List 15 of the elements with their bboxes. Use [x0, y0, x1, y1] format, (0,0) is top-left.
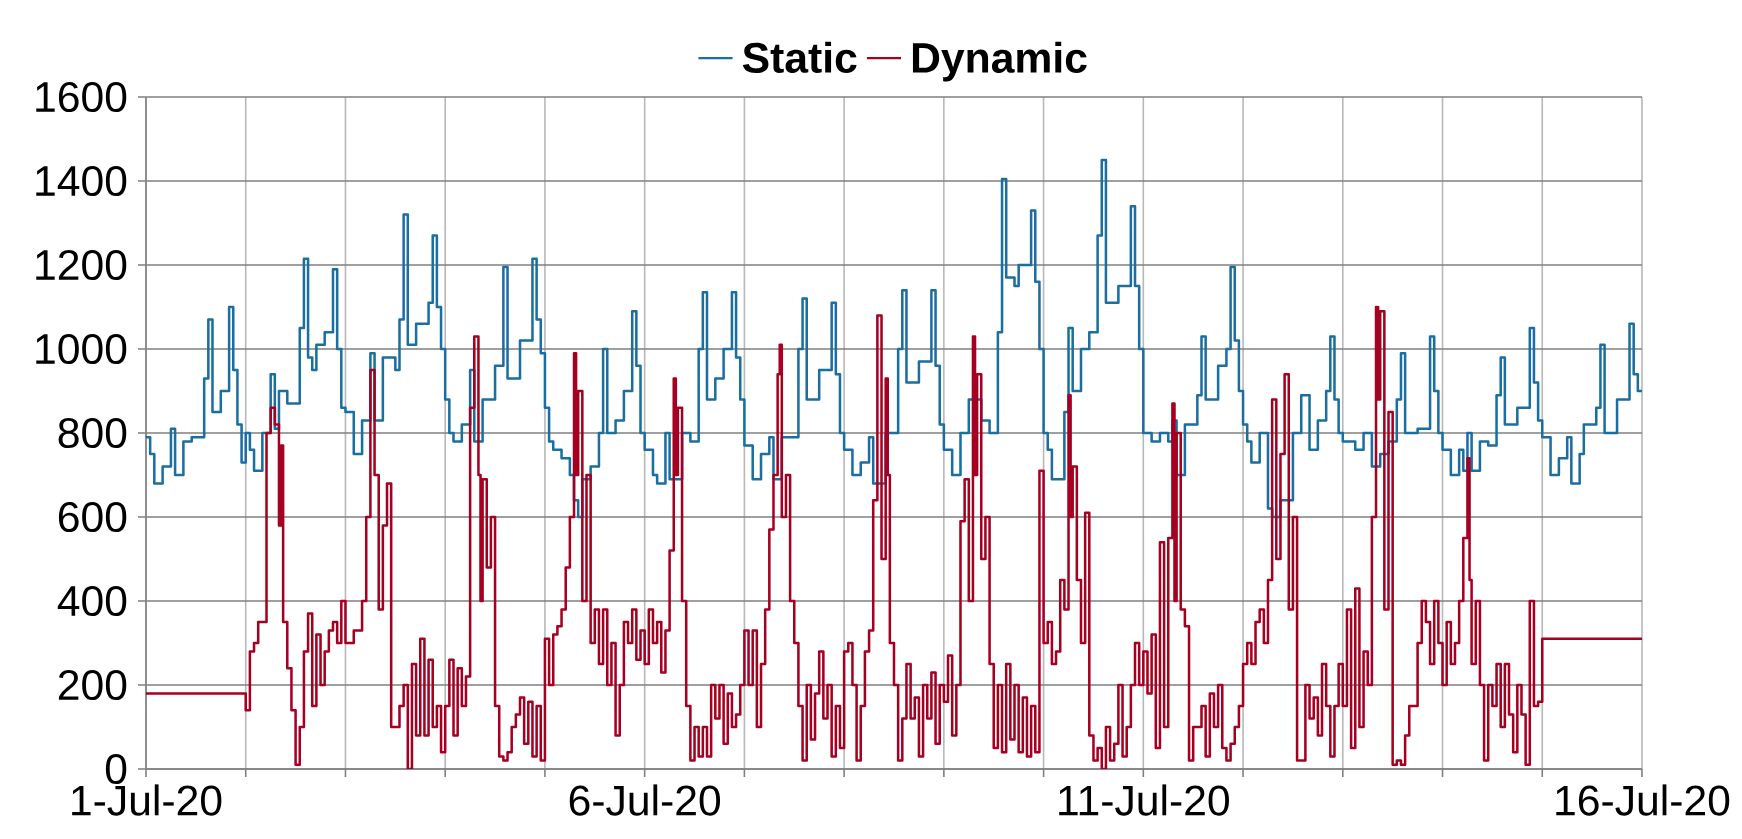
x-tick-label: 16-Jul-20: [1556, 784, 1730, 816]
y-tick-label: 400: [57, 585, 127, 617]
y-tick-label: 1200: [36, 249, 127, 281]
y-tick-label: 0: [105, 753, 127, 785]
legend-label: Static: [742, 41, 857, 74]
x-tick-label: 6-Jul-20: [569, 784, 721, 816]
legend-label: Dynamic: [912, 41, 1087, 82]
y-tick-label: 1000: [36, 333, 127, 365]
y-tick-label: 600: [58, 501, 127, 533]
y-tick-label: 800: [58, 417, 127, 449]
y-tick-label: 200: [58, 669, 127, 701]
x-tick-label: 11-Jul-20: [1059, 784, 1229, 816]
x-tick-label: 1-Jul-20: [72, 784, 222, 816]
y-tick-label: 1600: [36, 81, 127, 113]
y-tick-label: 1400: [36, 165, 127, 197]
